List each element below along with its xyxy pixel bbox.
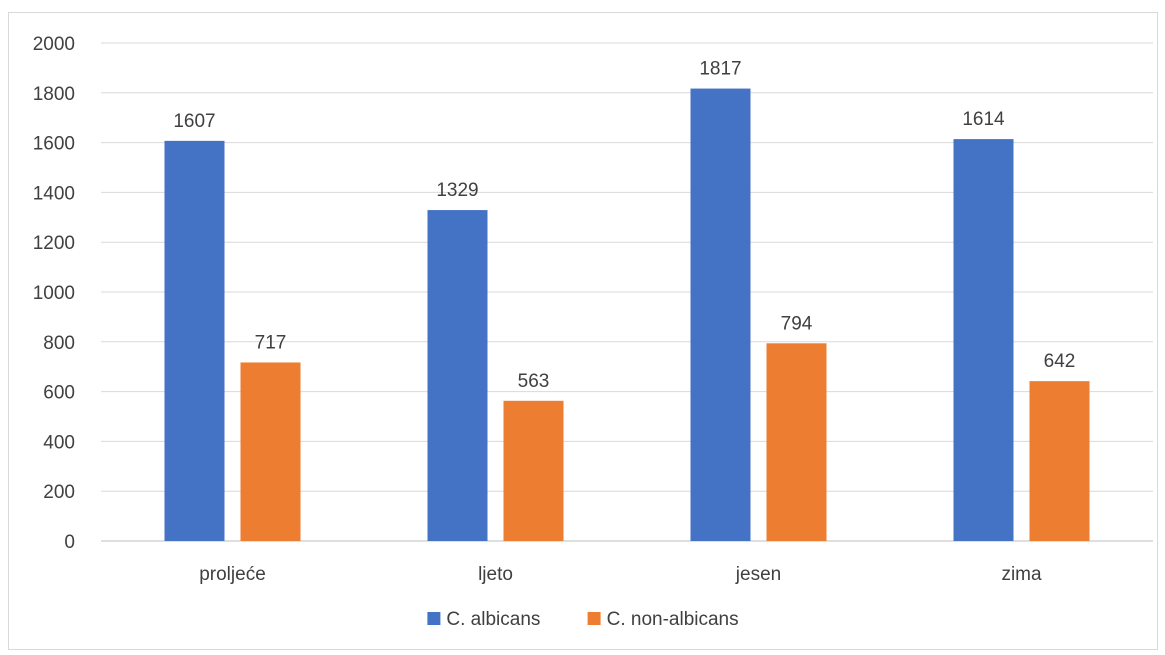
bar [766, 343, 827, 541]
data-label: 717 [255, 332, 287, 353]
x-tick-label: zima [1001, 564, 1042, 585]
y-tick-label: 400 [43, 432, 75, 453]
data-label: 794 [781, 313, 813, 334]
bar [690, 88, 751, 541]
data-label: 642 [1044, 351, 1076, 372]
bar [164, 140, 225, 541]
y-axis-tick-labels: 0 200 400 600 800 1000 1200 1400 1600 1800 2000 [33, 34, 75, 553]
legend-swatch [427, 612, 441, 625]
legend: C. albicans C. non-albicans [427, 609, 739, 630]
y-tick-label: 200 [43, 482, 75, 503]
data-label: 1817 [699, 59, 741, 80]
y-tick-label: 1800 [33, 84, 75, 105]
bar [953, 139, 1014, 541]
y-tick-label: 1200 [33, 233, 75, 254]
bar-chart: 0 200 400 600 800 1000 1200 1400 1600 1800 2000 16… [33, 34, 1153, 630]
legend-swatch [587, 612, 601, 625]
bar [503, 400, 564, 541]
x-axis-category-labels: proljeće ljeto jesen zima [199, 564, 1042, 585]
x-tick-label: ljeto [478, 564, 513, 585]
y-tick-label: 1000 [33, 283, 75, 304]
data-labels: 1607 717 1329 563 1817 794 1614 642 [173, 59, 1075, 392]
y-tick-label: 1400 [33, 183, 75, 204]
data-label: 1614 [962, 109, 1005, 130]
y-tick-label: 0 [64, 532, 75, 553]
chart-area: 0 200 400 600 800 1000 1200 1400 1600 1800 2000 16… [8, 12, 1158, 650]
data-label: 1607 [173, 111, 215, 132]
y-tick-label: 800 [43, 333, 75, 354]
bar [427, 210, 488, 542]
bars [164, 88, 1090, 542]
data-label: 1329 [436, 180, 478, 201]
y-tick-label: 1600 [33, 134, 75, 155]
x-tick-label: proljeće [199, 564, 266, 585]
y-tick-label: 600 [43, 383, 75, 404]
legend-label: C. non-albicans [607, 609, 739, 630]
y-tick-label: 2000 [33, 34, 75, 55]
bar [1029, 381, 1090, 541]
data-label: 563 [518, 371, 550, 392]
x-tick-label: jesen [735, 564, 781, 585]
bar [240, 362, 301, 541]
legend-label: C. albicans [446, 609, 540, 630]
